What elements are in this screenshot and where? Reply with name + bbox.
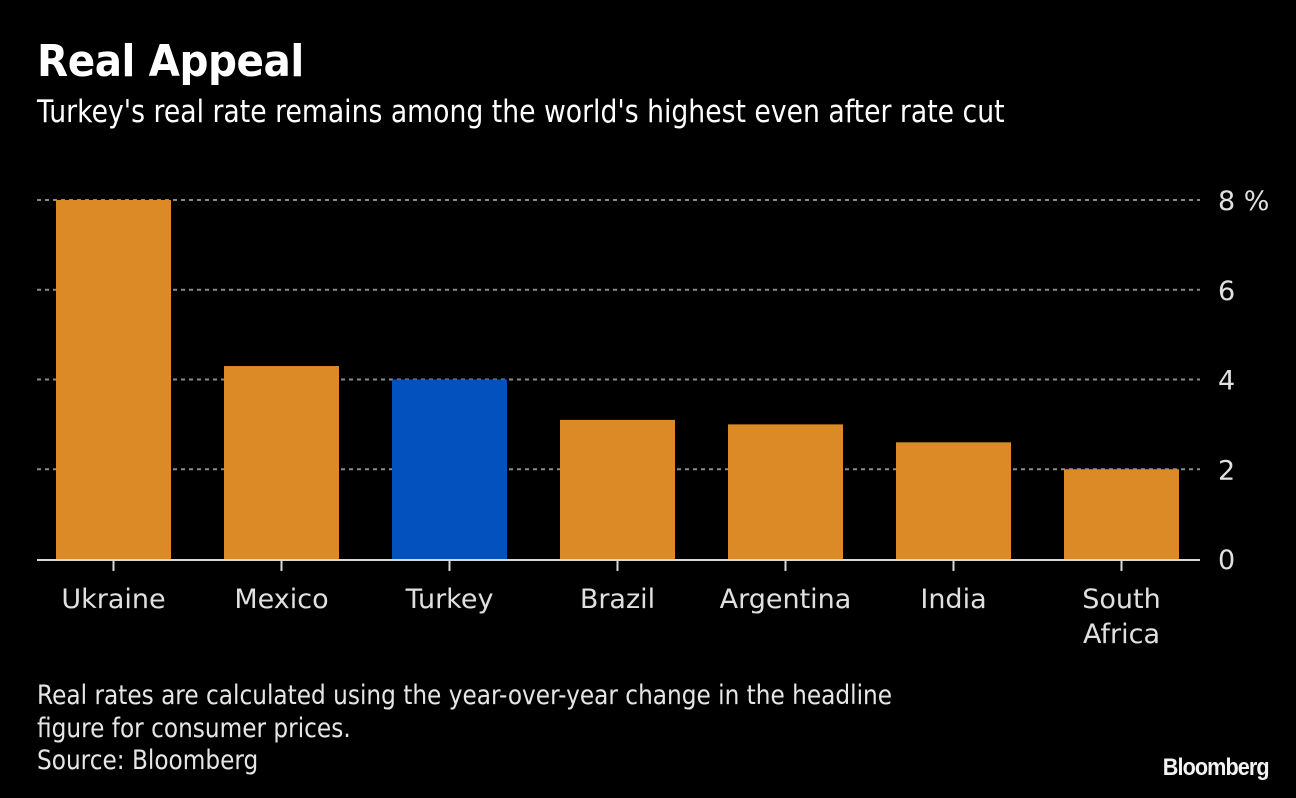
category-label: Ukraine bbox=[61, 584, 165, 615]
footnote-line-1: Real rates are calculated using the year… bbox=[37, 680, 893, 711]
chart-subtitle: Turkey's real rate remains among the wor… bbox=[37, 94, 1005, 130]
category-label-line: Ukraine bbox=[61, 584, 165, 615]
y-axis-labels: 0 2 4 6 8 % bbox=[1218, 186, 1269, 576]
footnote: Real rates are calculated using the year… bbox=[37, 680, 892, 778]
bar-argentina bbox=[728, 424, 843, 559]
y-tick-label: 4 bbox=[1218, 366, 1235, 397]
y-tick-label: 0 bbox=[1218, 545, 1235, 576]
category-label-line: South bbox=[1082, 584, 1160, 615]
bars bbox=[56, 200, 1179, 559]
category-label: Brazil bbox=[580, 584, 655, 615]
category-label: Argentina bbox=[720, 584, 852, 615]
x-axis bbox=[37, 559, 1200, 571]
footnote-line-2: figure for consumer prices. bbox=[37, 712, 351, 744]
bar-mexico bbox=[224, 366, 339, 559]
category-label: Mexico bbox=[234, 584, 328, 615]
chart-title: Real Appeal bbox=[37, 36, 304, 87]
category-label-line: Turkey bbox=[405, 584, 494, 615]
category-labels: Ukraine Mexico Turkey Brazil Argentina India S… bbox=[61, 584, 1160, 650]
bar-india bbox=[896, 442, 1011, 559]
category-label-line: Africa bbox=[1083, 619, 1160, 650]
y-tick-label: 2 bbox=[1218, 455, 1235, 486]
bar-south-africa bbox=[1064, 469, 1179, 559]
category-label-line: Argentina bbox=[720, 584, 852, 615]
category-label-line: Mexico bbox=[234, 584, 328, 615]
category-label: South Africa bbox=[1082, 584, 1160, 650]
category-label: Turkey bbox=[405, 584, 494, 615]
bar-brazil bbox=[560, 419, 675, 559]
bar-chart: 0 2 4 6 8 % Ukraine Mexico Turkey Brazil Argenti… bbox=[37, 186, 1269, 650]
y-tick-label: 6 bbox=[1218, 276, 1235, 307]
bar-turkey bbox=[392, 379, 507, 559]
category-label: India bbox=[920, 584, 986, 615]
category-label-line: India bbox=[920, 584, 986, 615]
bloomberg-logo: Bloomberg bbox=[1163, 754, 1270, 781]
bar-ukraine bbox=[56, 200, 171, 559]
y-tick-label: 8 % bbox=[1218, 186, 1269, 217]
source-line: Source: Bloomberg bbox=[37, 745, 259, 776]
category-label-line: Brazil bbox=[580, 584, 655, 615]
